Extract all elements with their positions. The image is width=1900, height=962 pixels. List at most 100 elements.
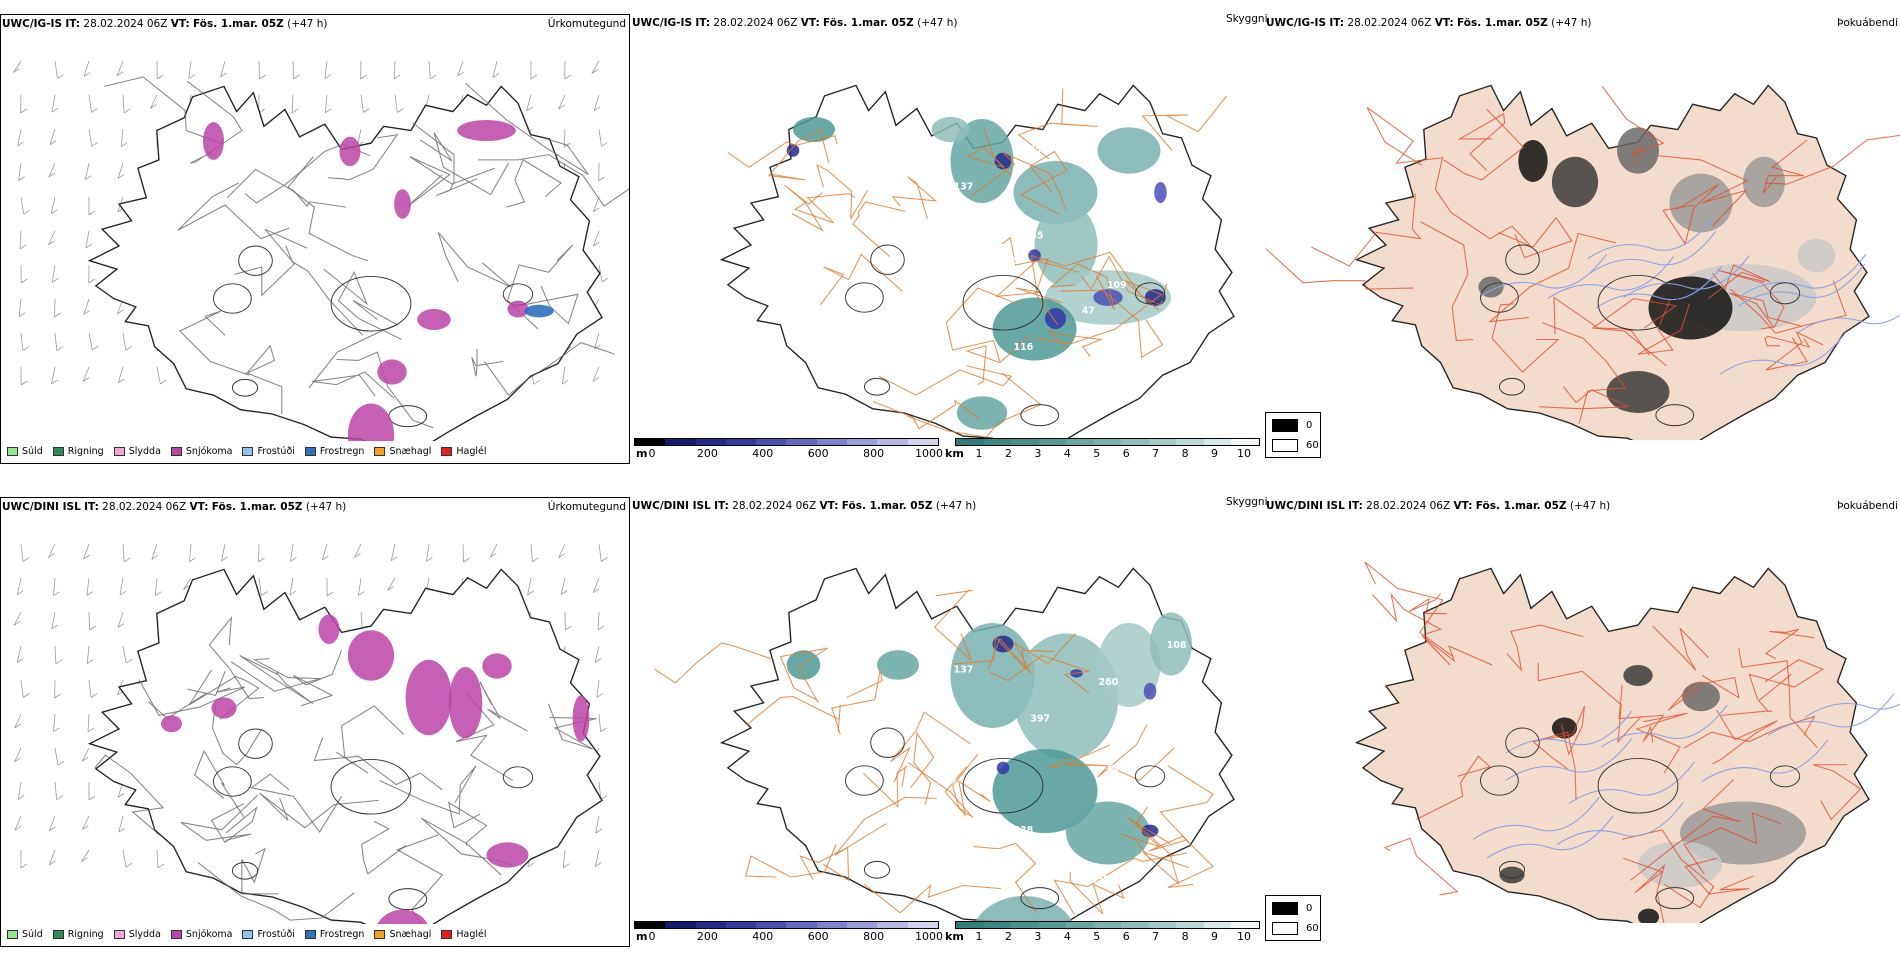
road-line — [1630, 779, 1741, 881]
road-line — [990, 654, 1090, 694]
init-time-label: IT: — [1348, 500, 1363, 512]
wind-barb — [117, 366, 125, 384]
glacier-outline — [213, 283, 252, 314]
visibility-km-area — [793, 116, 835, 143]
legend-item: Frostregn — [304, 929, 364, 940]
valid-time-label: VT: — [170, 18, 190, 30]
colorbar-cell — [816, 922, 848, 928]
model-name: UWC/DINI ISL — [2, 501, 81, 513]
glacier-outline — [1480, 282, 1519, 313]
road-line — [1762, 139, 1808, 194]
visibility-value-label: 121 — [928, 690, 948, 701]
wind-barb — [51, 366, 58, 385]
glacier-outline — [863, 377, 891, 396]
wind-barb — [117, 162, 125, 179]
legend-label: Frostregn — [319, 446, 365, 457]
snow-area — [572, 695, 590, 742]
visibility-value-label: 329 — [1175, 243, 1195, 254]
colorbar-tick: 800 — [863, 930, 885, 943]
visibility-m-area — [786, 144, 800, 157]
colorbar-cell — [1093, 439, 1122, 445]
colorbar-tick: 2 — [1004, 447, 1012, 460]
freezing-rain-area — [524, 304, 554, 318]
visibility-km-area — [992, 297, 1077, 361]
colorbar-cell — [877, 439, 908, 445]
road-line — [654, 642, 775, 684]
wind-barb — [426, 543, 433, 562]
wind-barb — [53, 577, 60, 597]
road-line — [259, 792, 379, 829]
road-line — [1060, 289, 1164, 359]
road-line — [336, 705, 404, 774]
road-line — [1662, 183, 1720, 246]
legend-label: Snjókoma — [185, 929, 233, 940]
legend-swatch — [242, 930, 254, 939]
visibility-value-label: 397 — [1030, 714, 1050, 725]
fog-index-area — [1638, 908, 1659, 923]
panel-title: UWC/IG-IS IT: 28.02.2024 06Z VT: Fös. 1.… — [632, 16, 957, 30]
snow-area — [377, 359, 407, 385]
glacier-outline — [1020, 404, 1060, 427]
visibility-value-label: 414 — [1184, 812, 1204, 823]
colorbar-cell — [907, 439, 938, 445]
visibility-m-area — [1154, 182, 1167, 203]
road-line — [1421, 635, 1493, 666]
wind-barb — [393, 60, 401, 80]
legend-swatch — [7, 447, 18, 456]
glacier-outline — [1505, 727, 1540, 758]
visibility-value-label: 32 — [877, 615, 890, 626]
road-line — [406, 156, 496, 208]
river-line — [1547, 256, 1675, 299]
snow-area — [507, 300, 529, 318]
colorbar-cell — [786, 439, 817, 445]
legend-swatch — [170, 447, 182, 456]
wind-barb — [17, 781, 25, 800]
visibility-value-label: 407 — [945, 379, 965, 390]
road-line — [1539, 386, 1629, 410]
valid-time-label: VT: — [189, 501, 209, 513]
glacier-outline — [231, 861, 259, 880]
colorbar-tick: 1 — [975, 930, 983, 943]
road-line — [1748, 659, 1824, 700]
fog-legend-label: 0 — [1306, 903, 1313, 914]
colorbar-cell — [1121, 439, 1149, 445]
colorbar-strip — [634, 921, 939, 929]
road-line — [180, 794, 258, 841]
wind-barb — [289, 577, 297, 596]
legend-item: Rigning — [52, 929, 104, 940]
wind-barb — [593, 230, 600, 247]
wind-barb — [88, 94, 98, 113]
colorbar-tick: 5 — [1093, 447, 1101, 460]
init-time-label: IT: — [65, 18, 81, 30]
wind-barb — [86, 645, 94, 665]
valid-time-value: Fös. 1.mar. 05Z — [841, 500, 933, 512]
road-line — [211, 703, 263, 766]
model-name: UWC/DINI ISL — [1266, 500, 1345, 512]
colorbar-strip — [634, 438, 939, 446]
wind-barb — [20, 543, 30, 562]
glacier-outline — [1769, 282, 1801, 305]
legend-swatch — [374, 447, 386, 456]
snow-area — [347, 630, 395, 681]
wind-barb — [20, 332, 30, 351]
init-time-label: IT: — [1329, 17, 1345, 29]
road-line — [1684, 857, 1754, 895]
fog-legend-row-white: 60 — [1272, 922, 1319, 935]
glacier-outline — [1655, 887, 1695, 910]
visibility-svg: 450 137 65 109 121 407 235 178 329 95 116 136 161 128… — [720, 84, 1235, 440]
colorbar-cell — [956, 439, 984, 445]
snow-area — [448, 667, 483, 739]
wind-barb — [54, 332, 64, 352]
road-line — [834, 796, 937, 856]
road-line — [208, 616, 264, 700]
panel-name: Úrkomutegund — [547, 18, 626, 30]
snow-area — [482, 653, 512, 679]
wind-barb — [54, 60, 64, 79]
visibility-value-label: 121 — [1184, 329, 1204, 340]
snow-area — [203, 122, 224, 160]
glacier-outline — [1134, 765, 1166, 788]
wind-barb — [324, 60, 332, 79]
colorbar-meters: m 0 200 400 600 800 1000 — [634, 438, 943, 460]
legend-swatch — [304, 930, 316, 939]
road-line — [1457, 112, 1506, 171]
